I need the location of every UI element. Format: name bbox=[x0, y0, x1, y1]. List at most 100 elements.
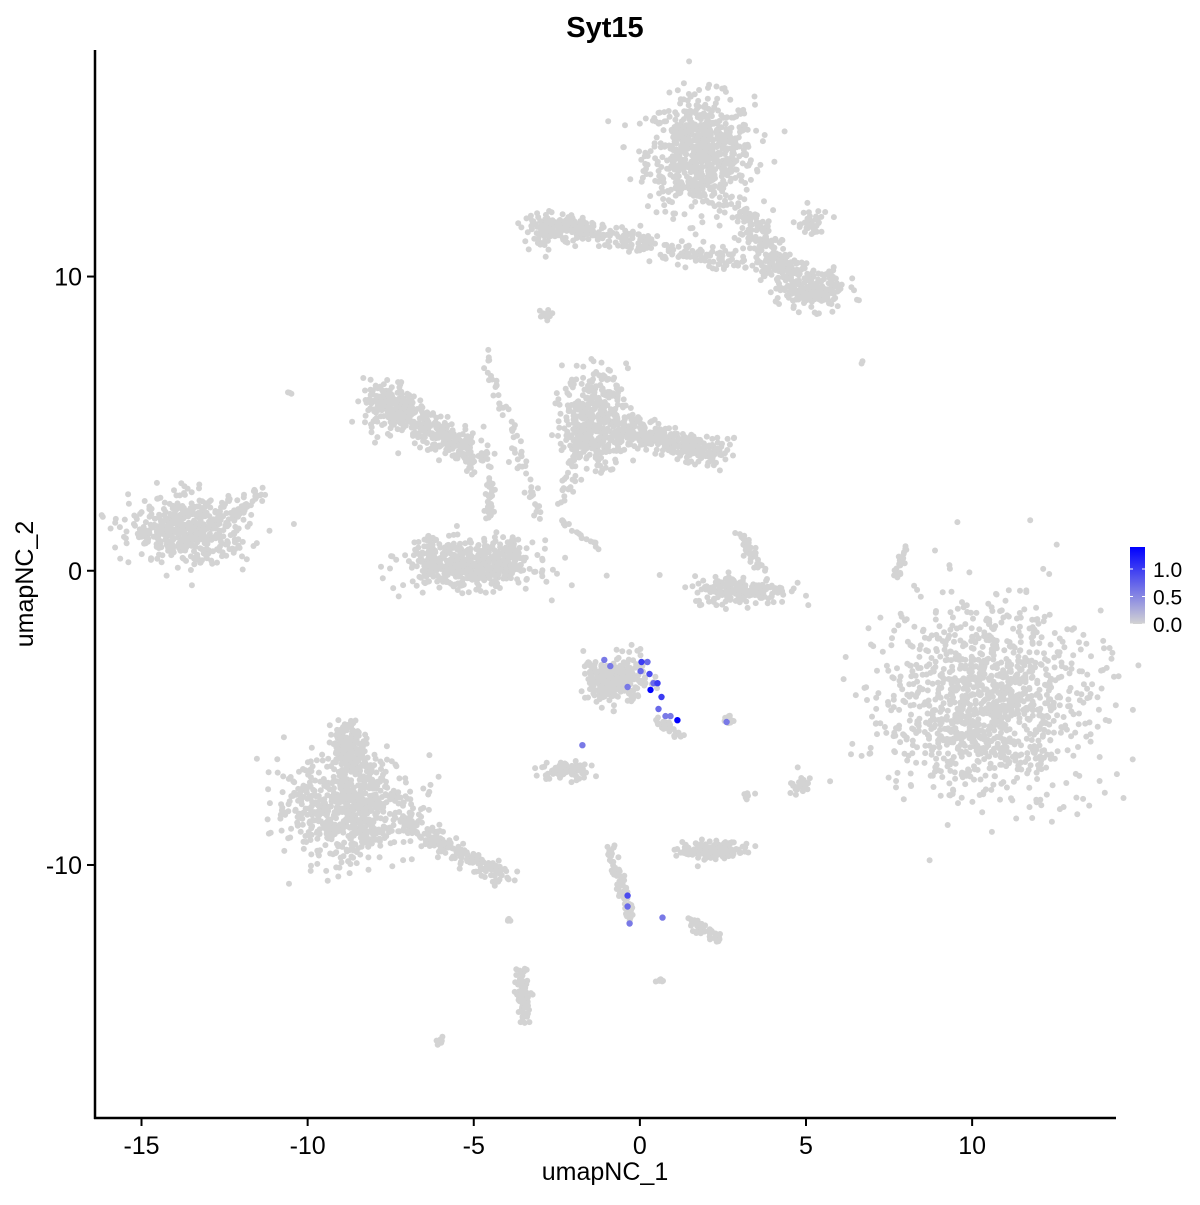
point bbox=[773, 285, 780, 292]
point bbox=[687, 225, 694, 232]
point bbox=[1100, 637, 1107, 644]
point bbox=[188, 582, 195, 589]
point bbox=[735, 595, 742, 602]
point bbox=[605, 376, 612, 382]
point bbox=[958, 794, 965, 801]
point bbox=[613, 231, 620, 237]
point bbox=[832, 295, 839, 301]
point bbox=[790, 585, 797, 592]
point bbox=[685, 102, 692, 109]
point bbox=[590, 388, 597, 395]
point bbox=[539, 231, 546, 238]
point bbox=[427, 551, 433, 558]
point bbox=[704, 182, 711, 189]
point bbox=[446, 579, 453, 586]
point bbox=[561, 476, 568, 482]
points-layer bbox=[98, 58, 1142, 1048]
point bbox=[737, 209, 744, 215]
point bbox=[1011, 730, 1018, 737]
point bbox=[424, 447, 431, 453]
point bbox=[1010, 625, 1017, 632]
point bbox=[669, 242, 675, 249]
point bbox=[169, 505, 176, 512]
point bbox=[465, 547, 472, 554]
point bbox=[902, 546, 909, 552]
point bbox=[888, 642, 895, 649]
point bbox=[681, 442, 688, 449]
point bbox=[741, 588, 748, 595]
point bbox=[599, 467, 606, 474]
point bbox=[768, 271, 775, 278]
point bbox=[622, 227, 629, 234]
point bbox=[692, 250, 698, 257]
point bbox=[501, 573, 508, 580]
point bbox=[709, 144, 716, 151]
point bbox=[696, 87, 703, 93]
point bbox=[823, 286, 830, 293]
point bbox=[162, 516, 169, 522]
point bbox=[496, 405, 503, 412]
point bbox=[944, 707, 951, 714]
point bbox=[1074, 811, 1081, 818]
point bbox=[822, 209, 829, 215]
point bbox=[1046, 681, 1053, 688]
point bbox=[762, 251, 769, 258]
point bbox=[794, 579, 801, 586]
point bbox=[804, 270, 811, 277]
point bbox=[527, 476, 534, 483]
point bbox=[444, 413, 451, 420]
point bbox=[431, 441, 438, 448]
point bbox=[190, 534, 196, 541]
point bbox=[419, 589, 426, 596]
point bbox=[430, 410, 436, 417]
point bbox=[508, 566, 515, 573]
point bbox=[672, 184, 679, 191]
point bbox=[549, 432, 555, 439]
point bbox=[747, 215, 754, 222]
point bbox=[738, 534, 745, 541]
point bbox=[485, 509, 492, 516]
point bbox=[716, 202, 723, 208]
point bbox=[439, 425, 446, 432]
point bbox=[417, 444, 423, 451]
point bbox=[460, 556, 467, 563]
point bbox=[803, 592, 809, 599]
point bbox=[558, 447, 565, 454]
point bbox=[138, 551, 145, 558]
point bbox=[733, 144, 740, 151]
point bbox=[879, 648, 886, 655]
point bbox=[976, 626, 983, 633]
point bbox=[544, 317, 551, 324]
point bbox=[407, 403, 414, 410]
point bbox=[581, 408, 588, 415]
point bbox=[636, 244, 643, 251]
point bbox=[1021, 722, 1028, 729]
point bbox=[743, 186, 750, 193]
point bbox=[908, 783, 915, 789]
point bbox=[460, 575, 467, 582]
point bbox=[740, 245, 747, 252]
point bbox=[605, 366, 612, 373]
point bbox=[602, 401, 609, 408]
point bbox=[379, 575, 386, 582]
point bbox=[112, 519, 119, 526]
point bbox=[362, 419, 368, 426]
point bbox=[869, 713, 875, 720]
point bbox=[570, 420, 577, 426]
point bbox=[1042, 666, 1049, 673]
point bbox=[460, 581, 467, 588]
point bbox=[709, 248, 716, 255]
point bbox=[174, 519, 181, 526]
point bbox=[662, 208, 669, 215]
point bbox=[851, 287, 857, 294]
point bbox=[539, 555, 546, 562]
point bbox=[960, 643, 966, 650]
point bbox=[622, 122, 628, 129]
point bbox=[849, 275, 856, 282]
point bbox=[389, 420, 396, 427]
point bbox=[800, 209, 807, 216]
point bbox=[187, 567, 194, 573]
point bbox=[123, 528, 130, 535]
point bbox=[674, 87, 681, 94]
point bbox=[187, 553, 194, 560]
